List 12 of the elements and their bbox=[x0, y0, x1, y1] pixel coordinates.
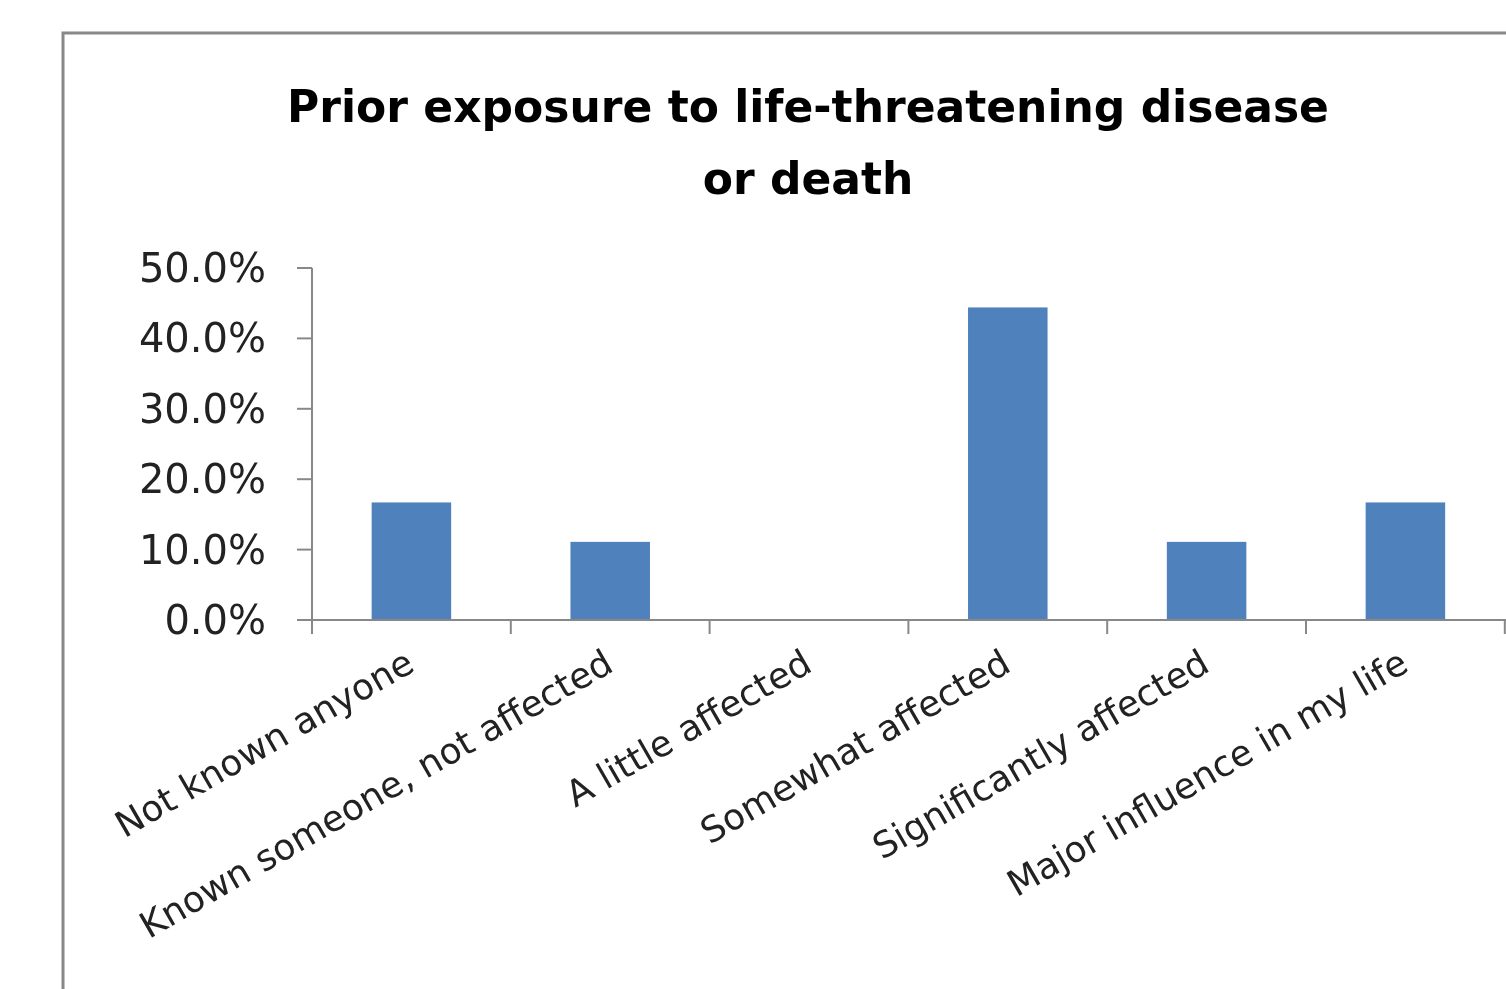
bar bbox=[968, 307, 1048, 620]
y-tick-label: 0.0% bbox=[164, 597, 266, 643]
y-tick-label: 30.0% bbox=[138, 385, 266, 432]
bar bbox=[371, 502, 452, 620]
chart-title: Prior exposure to life-threatening disease or death bbox=[287, 81, 1329, 204]
y-tick-label: 50.0% bbox=[138, 245, 266, 291]
bar bbox=[1166, 541, 1247, 620]
y-tick-label: 10.0% bbox=[138, 526, 266, 573]
bar bbox=[570, 541, 650, 620]
y-tick-label: 20.0% bbox=[138, 456, 266, 503]
bar bbox=[1365, 502, 1446, 620]
y-tick-label: 40.0% bbox=[138, 315, 266, 362]
